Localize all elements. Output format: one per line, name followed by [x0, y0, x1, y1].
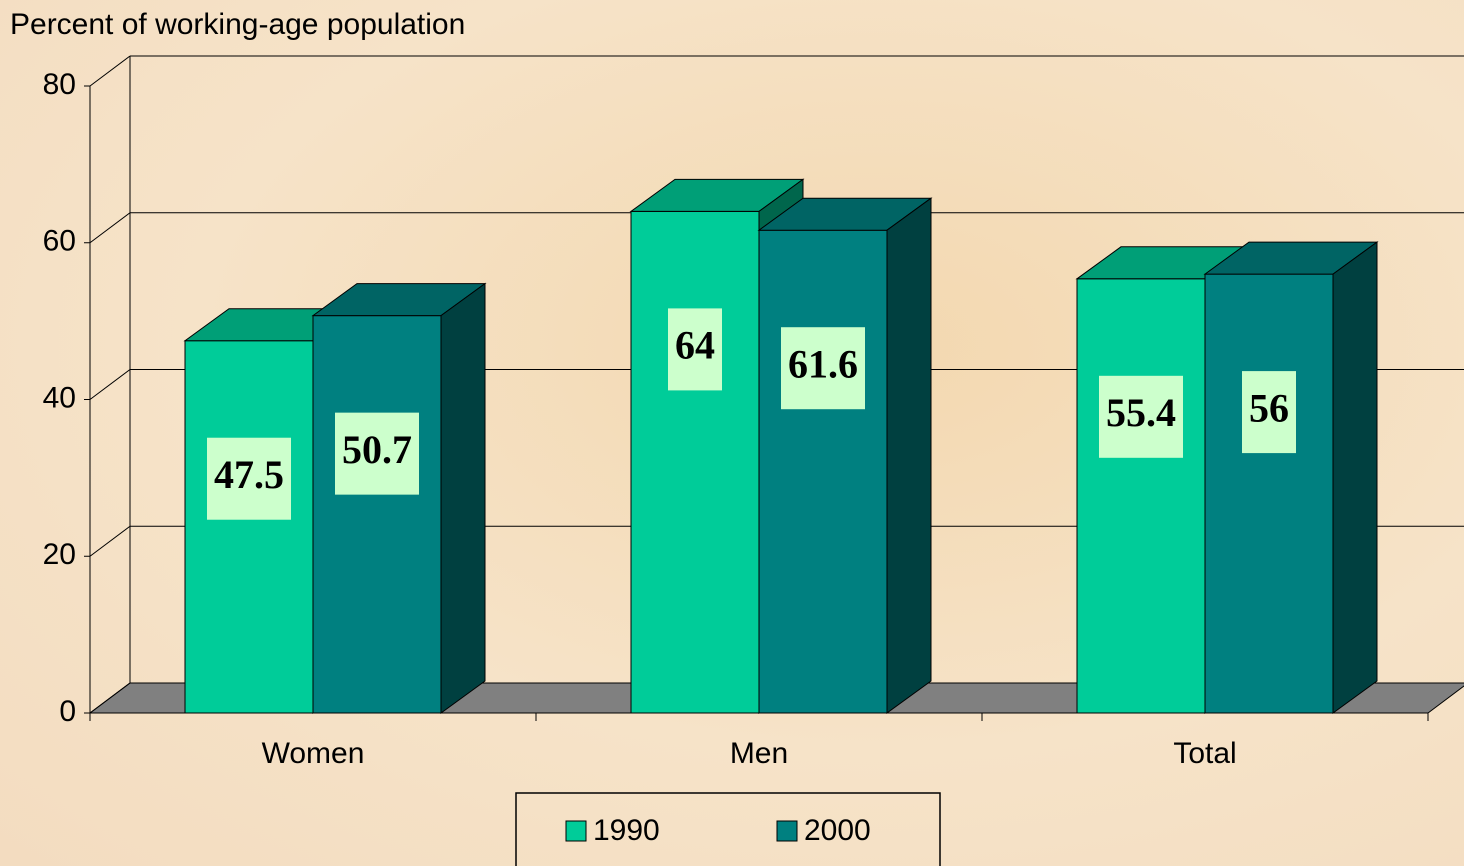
bar [312, 315, 442, 714]
x-tick-label: Men [730, 737, 788, 770]
x-tick-label: Women [262, 737, 365, 770]
value-label: 64 [675, 323, 715, 368]
y-tick-label: 20 [43, 538, 76, 571]
y-tick-label: 0 [59, 695, 76, 728]
value-label-box [207, 437, 291, 520]
value-label: 56 [1249, 385, 1289, 430]
y-tick-label: 40 [43, 381, 76, 414]
legend-label: 1990 [593, 814, 660, 847]
legend-swatch [776, 820, 798, 842]
legend-label: 2000 [804, 814, 871, 847]
value-label-box [1099, 375, 1183, 458]
legend-swatch [565, 820, 587, 842]
value-label-box [335, 412, 419, 495]
value-label: 47.5 [214, 452, 284, 497]
side-grid-line [89, 369, 131, 400]
y-tick-label: 60 [43, 225, 76, 258]
bar-side [1332, 241, 1378, 714]
y-axis-label: Percent of working-age population [10, 8, 465, 41]
value-label-box [781, 327, 865, 410]
bar [184, 340, 314, 714]
bar-side [440, 282, 486, 714]
bar [1204, 273, 1334, 714]
bar [758, 229, 888, 714]
x-tick-label: Total [1173, 737, 1236, 770]
value-label-box [668, 308, 722, 391]
bar [1076, 278, 1206, 714]
side-grid-line [89, 212, 131, 244]
side-grid-line [89, 55, 131, 87]
value-label: 55.4 [1106, 390, 1176, 435]
bar-side [886, 197, 932, 714]
y-tick-label: 80 [43, 68, 76, 101]
side-grid-line [89, 682, 131, 714]
bar [630, 210, 760, 714]
value-label-box [1242, 371, 1296, 454]
side-grid-line [89, 525, 131, 557]
value-label: 50.7 [342, 427, 412, 472]
legend-box [515, 792, 941, 866]
value-label: 61.6 [788, 341, 858, 386]
